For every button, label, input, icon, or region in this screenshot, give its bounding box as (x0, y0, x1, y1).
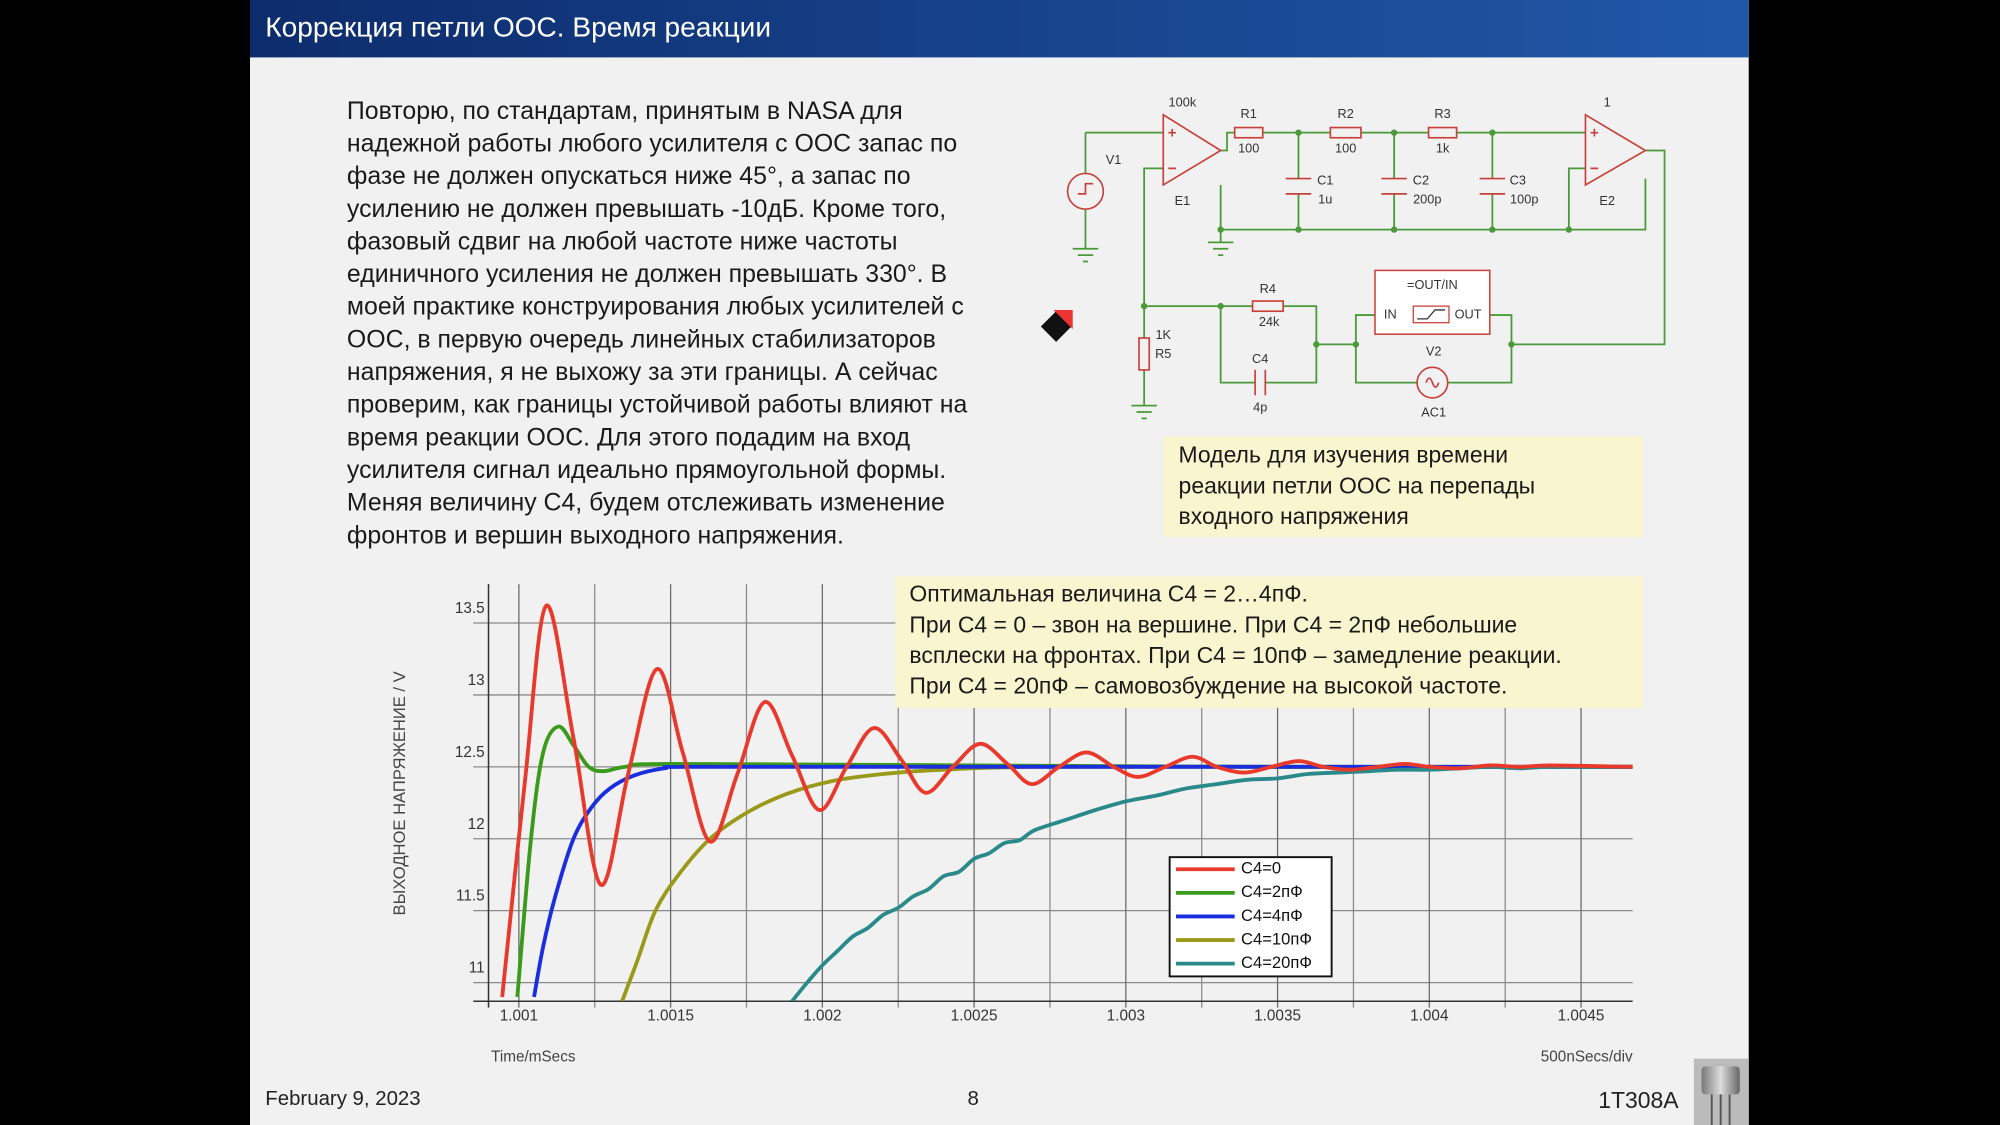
legend-label: C4=4пФ (1241, 906, 1303, 925)
schematic-label: 24k (1259, 314, 1280, 329)
schematic-label: C1 (1317, 172, 1333, 187)
schematic-label: AC1 (1421, 405, 1446, 420)
chart: 11 11.5 12 12.5 13 13.5 1.001 1.0015 1.002 1.0025… (390, 576, 1643, 1065)
legend-label: C4=0 (1241, 859, 1281, 878)
x-tick-label: 1.001 (500, 1008, 538, 1025)
y-tick-label: 11 (469, 960, 485, 977)
schematic-label: 100k (1169, 95, 1197, 110)
transistor-photo (1693, 1058, 1749, 1125)
schematic-label: C4 (1252, 351, 1268, 366)
schematic-label: C2 (1413, 172, 1429, 187)
schematic-label: E1 (1175, 193, 1191, 208)
footer-date: February 9, 2023 (265, 1088, 420, 1110)
cursor-icon (1040, 309, 1073, 342)
footer-code: 1T308A (1598, 1087, 1679, 1113)
series-line (532, 764, 1633, 998)
x-tick-label: 1.004 (1410, 1008, 1449, 1025)
caption-line: реакции петли ООС на перепады (1179, 472, 1536, 498)
x-tick-label: 1.0045 (1558, 1008, 1605, 1025)
schematic-label: R3 (1434, 106, 1450, 121)
schematic-label: 1k (1436, 141, 1450, 156)
schematic-label: E2 (1599, 193, 1615, 208)
body-line: единичного усиления не должен превышать … (347, 260, 947, 288)
body-line: Меняя величину С4, будем отслеживать изм… (347, 489, 945, 517)
schematic-label: 200p (1413, 192, 1441, 207)
schematic-label: 1 (1604, 95, 1611, 110)
schematic-label: 1u (1318, 192, 1332, 207)
schematic-label: C3 (1510, 172, 1526, 187)
body-line: фазе не должен опускаться ниже 45°, а за… (347, 162, 911, 190)
x-axis-label: Time/mSecs (491, 1048, 576, 1065)
x-tick-label: 1.002 (803, 1008, 841, 1025)
annotation-line: При С4 = 20пФ – самовозбуждение на высок… (909, 673, 1507, 699)
legend-label: C4=20пФ (1241, 953, 1312, 972)
schematic-label: IN (1384, 306, 1397, 321)
annotation-box (895, 576, 1643, 708)
legend: C4=0 C4=2пФ C4=4пФ C4=10пФ C4=20пФ (1168, 856, 1333, 978)
schematic: 100k R1 100 R2 100 R3 1k 1 V1 E1 C1 1u C2 200p C3 100p E… (1066, 95, 1666, 420)
body-line: фазовый сдвиг на любой частоте ниже част… (347, 227, 898, 255)
body-line: усилению не должен превышать -10дБ. Кром… (347, 195, 946, 223)
body-line: проверим, как границы устойчивой работы … (347, 391, 968, 419)
schematic-label: OUT (1455, 306, 1482, 321)
body-line: напряжения, я не выхожу за эти границы. … (347, 358, 938, 386)
body-line: усилителя сигнал идеально прямоугольной … (347, 456, 946, 484)
body-line: надежной работы любого усилителя с ООС з… (347, 129, 957, 157)
schematic-label: 100 (1335, 141, 1356, 156)
y-axis-label: ВЫХОДНОЕ НАПРЯЖЕНИЕ / V (390, 671, 409, 915)
plot-lines (500, 603, 1633, 1002)
schematic-label: V2 (1426, 343, 1442, 358)
slide (250, 0, 1749, 1125)
body-line: фронтов и вершин выходного напряжения. (347, 521, 844, 549)
annotation-line: всплески на фронтах. При С4 = 10пФ – зам… (909, 642, 1561, 668)
schematic-label: R1 (1241, 106, 1257, 121)
y-tick-label: 12.5 (455, 744, 485, 761)
legend-label: C4=2пФ (1241, 882, 1303, 901)
caption-box (1163, 436, 1643, 537)
annotation-line: Оптимальная величина С4 = 2…4пФ. (909, 581, 1307, 607)
series-line (790, 764, 1633, 1002)
schematic-label: V1 (1106, 152, 1122, 167)
body-line: ООС, в первую очередь линейных стабилиза… (347, 325, 936, 353)
slide-title: Коррекция петли ООС. Время реакции (265, 12, 771, 43)
series-line (500, 603, 1633, 998)
title-bar (250, 0, 1749, 58)
schematic-label: =OUT/IN (1407, 277, 1458, 292)
y-tick-label: 13.5 (455, 600, 485, 617)
x-scale-label: 500nSecs/div (1541, 1048, 1633, 1065)
schematic-label: 4p (1253, 400, 1267, 415)
caption-line: входного напряжения (1179, 503, 1409, 529)
body-line: моей практике конструирования любых усил… (347, 293, 964, 321)
x-tick-label: 1.003 (1107, 1008, 1145, 1025)
caption-text: Модель для изучения времени реакции петли… (1179, 442, 1536, 529)
schematic-label: 1K (1155, 327, 1171, 342)
x-tick-label: 1.0015 (647, 1008, 694, 1025)
x-tick-label: 1.0035 (1254, 1008, 1301, 1025)
y-tick-label: 13 (468, 672, 485, 689)
schematic-label: 100p (1510, 192, 1538, 207)
annotation-line: При С4 = 0 – звон на вершине. При С4 = 2… (909, 611, 1517, 637)
schematic-label: R2 (1338, 106, 1354, 121)
legend-label: C4=10пФ (1241, 929, 1312, 948)
y-tick-label: 11.5 (456, 888, 485, 905)
body-line: время реакции ООС. Для этого подадим на … (347, 423, 911, 451)
body-line: Повторю, по стандартам, принятым в NASA … (347, 97, 903, 125)
y-tick-label: 12 (468, 816, 485, 833)
x-tick-label: 1.0025 (951, 1008, 998, 1025)
schematic-label: 100 (1238, 141, 1259, 156)
footer-page: 8 (968, 1088, 979, 1110)
body-text: Повторю, по стандартам, принятым в NASA … (347, 97, 968, 549)
schematic-label: R4 (1260, 281, 1276, 296)
schematic-label: R5 (1155, 346, 1171, 361)
caption-line: Модель для изучения времени (1179, 442, 1508, 468)
